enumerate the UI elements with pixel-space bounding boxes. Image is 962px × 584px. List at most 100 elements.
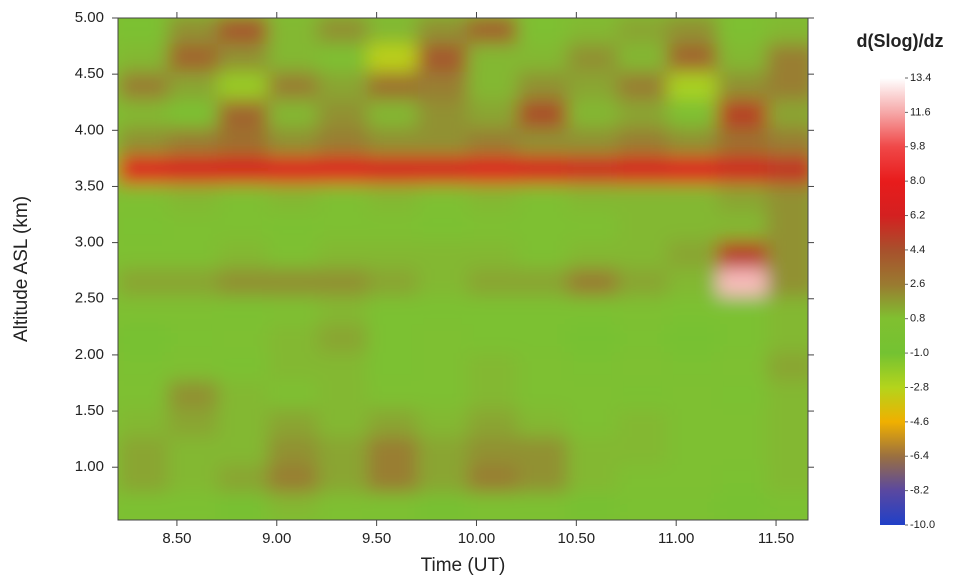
heatmap-cell [167, 324, 219, 353]
heatmap-cell [617, 380, 668, 409]
heatmap-cell [118, 380, 169, 409]
x-tick-label: 11.50 [758, 530, 794, 547]
heatmap-cell [118, 183, 169, 213]
heatmap-cell [417, 155, 468, 185]
heatmap-cell [167, 155, 219, 185]
heatmap-cell [767, 352, 808, 381]
heatmap-cell [267, 99, 319, 128]
heatmap-cell [717, 183, 768, 213]
heatmap-cell [367, 18, 419, 44]
heatmap-cell [417, 183, 468, 213]
heatmap-cell [617, 464, 668, 493]
heatmap-cell [717, 492, 768, 520]
heatmap-cell [417, 436, 468, 465]
heatmap-cell [667, 267, 718, 297]
colorbar-tick-label: 11.6 [910, 106, 931, 118]
heatmap-cell [217, 436, 269, 465]
heatmap-cell [417, 380, 468, 409]
heatmap-cell [667, 324, 718, 353]
heatmap-cell [267, 295, 319, 325]
colorbar-tick-label: 13.4 [910, 72, 931, 84]
heatmap-cell [617, 295, 668, 325]
heatmap-cell [667, 239, 718, 269]
heatmap-cell [567, 155, 618, 185]
y-tick-label: 4.00 [75, 121, 104, 138]
heatmap-cell [267, 408, 319, 437]
heatmap-cell [667, 18, 718, 44]
colorbar-tick-label: -4.6 [910, 416, 929, 428]
heatmap-cell [118, 464, 169, 493]
colorbar-tick-label: 9.8 [910, 141, 925, 153]
heatmap-cell [317, 71, 369, 100]
colorbar-tick-label: -1.0 [910, 347, 929, 359]
heatmap-cell [567, 18, 618, 44]
heatmap-cell [317, 183, 369, 213]
heatmap-cell [217, 211, 269, 241]
heatmap-cell [517, 239, 568, 269]
heatmap-cell [118, 43, 169, 72]
heatmap-cell [667, 127, 718, 157]
heatmap-cell [567, 352, 618, 381]
heatmap-cell [167, 18, 219, 44]
heatmap-cell [667, 492, 718, 520]
heatmap-cell [267, 18, 319, 44]
heatmap-cell [367, 492, 419, 520]
heatmap-cell [617, 155, 668, 185]
heatmap-cell [617, 239, 668, 269]
heatmap-cell [267, 380, 319, 409]
heatmap-cell [267, 436, 319, 465]
heatmap-cell [617, 71, 668, 100]
heatmap-cell [717, 43, 768, 72]
heatmap-cell [417, 211, 468, 241]
heatmap-cell [717, 211, 768, 241]
heatmap-cell [317, 127, 369, 157]
heatmap-cell [267, 183, 319, 213]
heatmap-cell [367, 380, 419, 409]
heatmap-cell [317, 267, 369, 297]
heatmap-cell [567, 183, 618, 213]
heatmap-cell [317, 492, 369, 520]
heatmap-cell [367, 183, 419, 213]
heatmap-cell [767, 267, 808, 297]
heatmap-cell [217, 492, 269, 520]
heatmap-cell [317, 43, 369, 72]
heatmap-cell [517, 127, 568, 157]
heatmap-cell [617, 43, 668, 72]
heatmap-cell [118, 324, 169, 353]
y-tick-label: 1.50 [75, 402, 104, 419]
heatmap-cell [167, 127, 219, 157]
heatmap-cell [167, 352, 219, 381]
heatmap-cell [667, 408, 718, 437]
heatmap-cell [517, 352, 568, 381]
heatmap-cell [217, 183, 269, 213]
heatmap-cell [118, 71, 169, 100]
heatmap-cell [467, 183, 518, 213]
heatmap-cell [567, 324, 618, 353]
heatmap-cell [567, 239, 618, 269]
heatmap-cell [717, 239, 768, 269]
heatmap-cell [267, 239, 319, 269]
heatmap-cell [417, 239, 468, 269]
heatmap-cell [717, 464, 768, 493]
heatmap-cell [417, 324, 468, 353]
heatmap-cell [367, 127, 419, 157]
heatmap-cell [717, 155, 768, 185]
heatmap-cell [667, 183, 718, 213]
heatmap-cell [417, 464, 468, 493]
heatmap-cell [517, 436, 568, 465]
heatmap-cell [717, 18, 768, 44]
colorbar-tick-label: -6.4 [910, 450, 929, 462]
heatmap-cell [317, 99, 369, 128]
heatmap-cell [467, 464, 518, 493]
heatmap-cell [717, 352, 768, 381]
heatmap-cell [267, 352, 319, 381]
heatmap-cell [217, 127, 269, 157]
heatmap-cell [317, 239, 369, 269]
heatmap-cell [667, 295, 718, 325]
heatmap-cell [118, 408, 169, 437]
heatmap-cell [517, 408, 568, 437]
heatmap-cell [717, 436, 768, 465]
x-tick-label: 10.00 [458, 530, 496, 547]
heatmap-cell [317, 18, 369, 44]
heatmap-cell [467, 127, 518, 157]
